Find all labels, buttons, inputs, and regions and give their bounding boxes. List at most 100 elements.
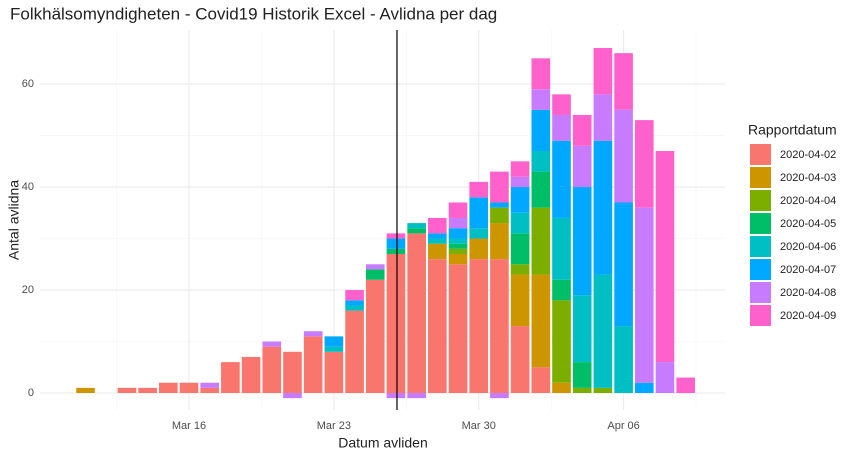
legend-key (750, 167, 771, 188)
y-tick-label: 20 (22, 284, 34, 296)
bar-segment (303, 336, 323, 394)
bar-segment (552, 279, 571, 301)
bar-segment (158, 382, 178, 394)
legend-key (750, 213, 771, 234)
bar-segment (324, 336, 344, 347)
bar-segment (221, 362, 240, 394)
bar-segment (531, 151, 551, 172)
bar-segment (448, 253, 468, 265)
bar-segment (655, 362, 675, 394)
legend-key (750, 282, 771, 303)
bar-segment (428, 238, 447, 244)
bar-segment (510, 264, 530, 275)
bar-segment (138, 387, 157, 394)
bar-segment (76, 387, 95, 394)
bar-segment (490, 393, 509, 399)
bar-segment (572, 114, 592, 146)
bar-segment (448, 243, 468, 249)
bar-segment (345, 305, 364, 311)
bar-segment (510, 176, 530, 188)
bar-segment (634, 120, 654, 208)
legend-key (750, 190, 771, 211)
bar-segment (386, 248, 406, 254)
bar-segment (552, 382, 571, 394)
x-tick-label: Mar 23 (317, 420, 351, 432)
legend-key (750, 305, 771, 326)
bar-segment (365, 264, 385, 270)
bar-segment (428, 217, 447, 234)
bar-segment (200, 382, 220, 388)
bar-segment (407, 233, 426, 394)
bar-segment (614, 53, 633, 110)
bar-segment (241, 356, 261, 394)
bar-segment (676, 377, 695, 394)
chart-title: Folkhälsomyndigheten - Covid19 Historik … (10, 4, 497, 23)
bar-segment (614, 109, 633, 203)
legend-key (750, 144, 771, 165)
bar-segment (572, 362, 592, 388)
bar-segment (531, 171, 551, 208)
legend-label: 2020-04-09 (780, 310, 836, 322)
bar-segment (448, 217, 468, 229)
legend-label: 2020-04-06 (780, 241, 836, 253)
bar-segment (593, 140, 613, 275)
legend-label: 2020-04-04 (780, 195, 836, 207)
bar-segment (324, 351, 344, 394)
bar-segment (345, 290, 364, 301)
bar-segment (345, 300, 364, 306)
bar-segment (593, 48, 613, 95)
legend-label: 2020-04-03 (780, 172, 836, 184)
x-tick-label: Apr 06 (607, 420, 639, 432)
legend-label: 2020-04-08 (780, 287, 836, 299)
bar-segment (469, 181, 489, 198)
x-axis-label: Datum avliden (338, 435, 428, 451)
bar-segment (407, 393, 426, 399)
bar-segment (365, 269, 385, 280)
bar-segment (303, 331, 323, 337)
bar-segment (262, 346, 282, 394)
bar-segment (386, 253, 406, 394)
bar-segment (510, 326, 530, 394)
bar-segment (572, 187, 592, 296)
bar-segment (407, 223, 426, 229)
bar-segment (510, 233, 530, 265)
bar-segment (365, 279, 385, 394)
bar-segment (531, 367, 551, 394)
bar-segment (469, 197, 489, 229)
bar-segment (386, 393, 406, 399)
bar-segment (345, 310, 364, 394)
bar-segment (428, 243, 447, 260)
bar-segment (531, 207, 551, 275)
bar-segment (531, 109, 551, 152)
bar-segment (593, 387, 613, 394)
bar-segment (448, 264, 468, 394)
bar-segment (572, 387, 592, 394)
legend-label: 2020-04-07 (780, 264, 836, 276)
y-tick-label: 60 (22, 78, 34, 90)
y-axis-label: Antal avlidna (6, 180, 22, 260)
bar-segment (428, 259, 447, 394)
bar-segment (510, 274, 530, 327)
bar-segment (552, 300, 571, 383)
bar-segment (510, 187, 530, 213)
bar-segment (469, 259, 489, 394)
bar-segment (490, 259, 509, 394)
bar-segment (386, 238, 406, 249)
x-tick-label: Mar 16 (172, 420, 206, 432)
bar-segment (531, 274, 551, 368)
bar-segment (490, 202, 509, 208)
bar-segment (634, 207, 654, 383)
bar-segment (469, 238, 489, 260)
bar-segment (469, 228, 489, 239)
bar-segment (510, 212, 530, 234)
x-tick-label: Mar 30 (462, 420, 496, 432)
bar-segment (490, 171, 509, 203)
bar-segment (614, 202, 633, 327)
bar-segment (531, 58, 551, 90)
bar-segment (552, 94, 571, 115)
legend-label: 2020-04-02 (780, 149, 836, 161)
bar-segment (490, 223, 509, 260)
legend-key (750, 259, 771, 280)
bar-segment (386, 233, 406, 239)
